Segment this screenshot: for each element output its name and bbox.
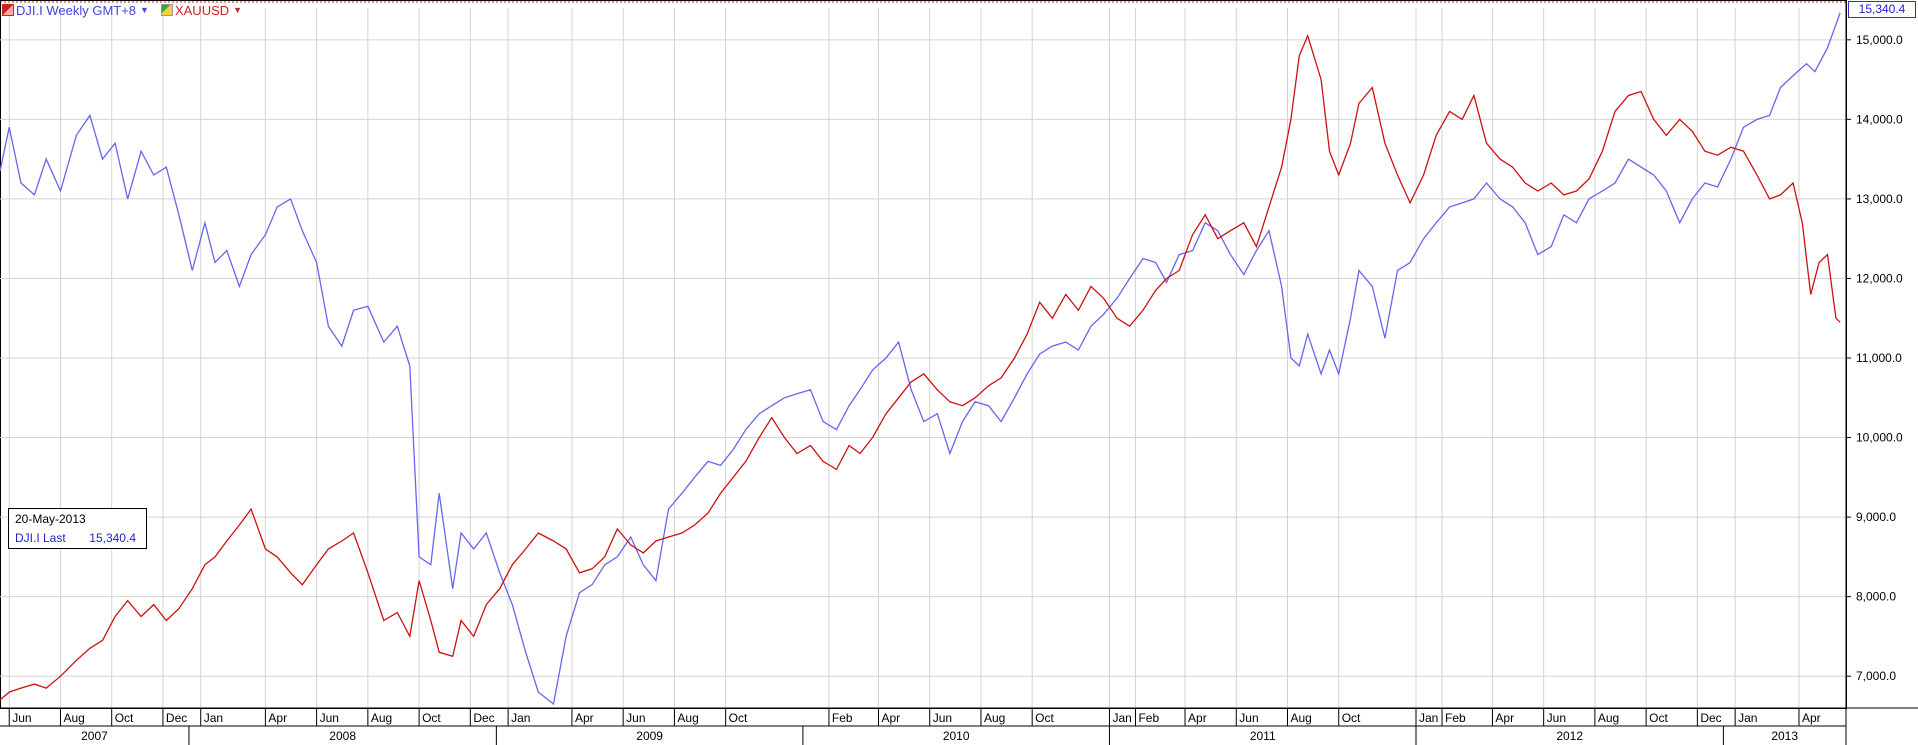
- y-tick-label: 8,000.0: [1856, 590, 1896, 604]
- last-value-tag: 15,340.4: [1848, 1, 1916, 18]
- x-month-label: Oct: [422, 711, 441, 725]
- x-month-label: Oct: [1649, 711, 1668, 725]
- x-month-label: Jun: [1239, 711, 1258, 725]
- x-month-label: Aug: [1290, 711, 1311, 725]
- x-month-label: Apr: [575, 711, 594, 725]
- x-month-label: Feb: [832, 711, 853, 725]
- line-chart-icon: [160, 4, 173, 16]
- y-tick-label: 15,000.0: [1856, 33, 1903, 47]
- x-month-label: Apr: [1188, 711, 1207, 725]
- tooltip-date: 20-May-2013: [15, 512, 86, 526]
- y-tick-label: 12,000.0: [1856, 271, 1903, 285]
- x-month-label: Feb: [1138, 711, 1159, 725]
- x-month-label: Apr: [268, 711, 287, 725]
- x-month-label: Aug: [63, 711, 84, 725]
- x-month-label: Jun: [12, 711, 31, 725]
- x-month-label: Aug: [984, 711, 1005, 725]
- x-year-label: 2009: [636, 729, 663, 743]
- tooltip-series-name: DJI.I Last: [15, 531, 66, 545]
- x-month-label: Jun: [933, 711, 952, 725]
- y-tick-label: 9,000.0: [1856, 510, 1896, 524]
- tooltip-value: 15,340.4: [89, 531, 136, 545]
- series-line-djii: [0, 12, 1841, 706]
- legend-item-xau[interactable]: XAUUSD ▼: [160, 2, 243, 18]
- x-month-label: Apr: [1495, 711, 1514, 725]
- x-month-label: Jan: [511, 711, 530, 725]
- x-month-label: Oct: [1035, 711, 1054, 725]
- chart-type-icon: [2, 4, 14, 16]
- dropdown-caret-icon[interactable]: ▼: [233, 5, 243, 15]
- x-year-label: 2012: [1556, 729, 1583, 743]
- x-month-label: Apr: [881, 711, 900, 725]
- legend-label-dji: DJI.I Weekly GMT+8: [16, 2, 137, 18]
- chart-legend: DJI.I Weekly GMT+8 ▼ XAUUSD ▼: [2, 2, 254, 18]
- x-month-label: Jan: [1419, 711, 1438, 725]
- x-month-label: Jan: [1738, 711, 1757, 725]
- x-month-label: Oct: [1342, 711, 1361, 725]
- x-year-label: 2010: [943, 729, 970, 743]
- x-month-label: Jan: [204, 711, 223, 725]
- y-tick-label: 7,000.0: [1856, 669, 1896, 683]
- x-month-label: Jun: [1547, 711, 1566, 725]
- x-month-label: Aug: [371, 711, 392, 725]
- x-month-label: Aug: [1598, 711, 1619, 725]
- y-tick-label: 10,000.0: [1856, 431, 1903, 445]
- x-month-label: Oct: [729, 711, 748, 725]
- x-year-label: 2013: [1771, 729, 1798, 743]
- x-month-label: Feb: [1445, 711, 1466, 725]
- legend-label-xau: XAUUSD: [174, 2, 230, 18]
- plot-area: [0, 0, 1847, 709]
- y-tick-label: 13,000.0: [1856, 192, 1903, 206]
- x-year-label: 2011: [1250, 729, 1276, 743]
- legend-item-dji[interactable]: DJI.I Weekly GMT+8 ▼: [2, 3, 149, 18]
- x-month-label: Dec: [1700, 711, 1721, 725]
- x-month-label: Jan: [1112, 711, 1131, 725]
- y-tick-label: 14,000.0: [1856, 112, 1903, 126]
- x-month-label: Jun: [320, 711, 339, 725]
- x-month-label: Aug: [677, 711, 698, 725]
- x-month-label: Dec: [473, 711, 494, 725]
- x-month-label: Oct: [115, 711, 134, 725]
- y-tick-label: 11,000.0: [1856, 351, 1902, 365]
- x-month-label: Dec: [166, 711, 187, 725]
- data-tooltip: 20-May-2013 DJI.I Last 15,340.4: [8, 508, 147, 549]
- x-year-label: 2008: [329, 729, 356, 743]
- x-month-label: Apr: [1802, 711, 1821, 725]
- x-month-label: Jun: [626, 711, 645, 725]
- x-year-label: 2007: [81, 729, 108, 743]
- series-line-xauusd: [0, 33, 1841, 701]
- dropdown-caret-icon[interactable]: ▼: [140, 5, 149, 15]
